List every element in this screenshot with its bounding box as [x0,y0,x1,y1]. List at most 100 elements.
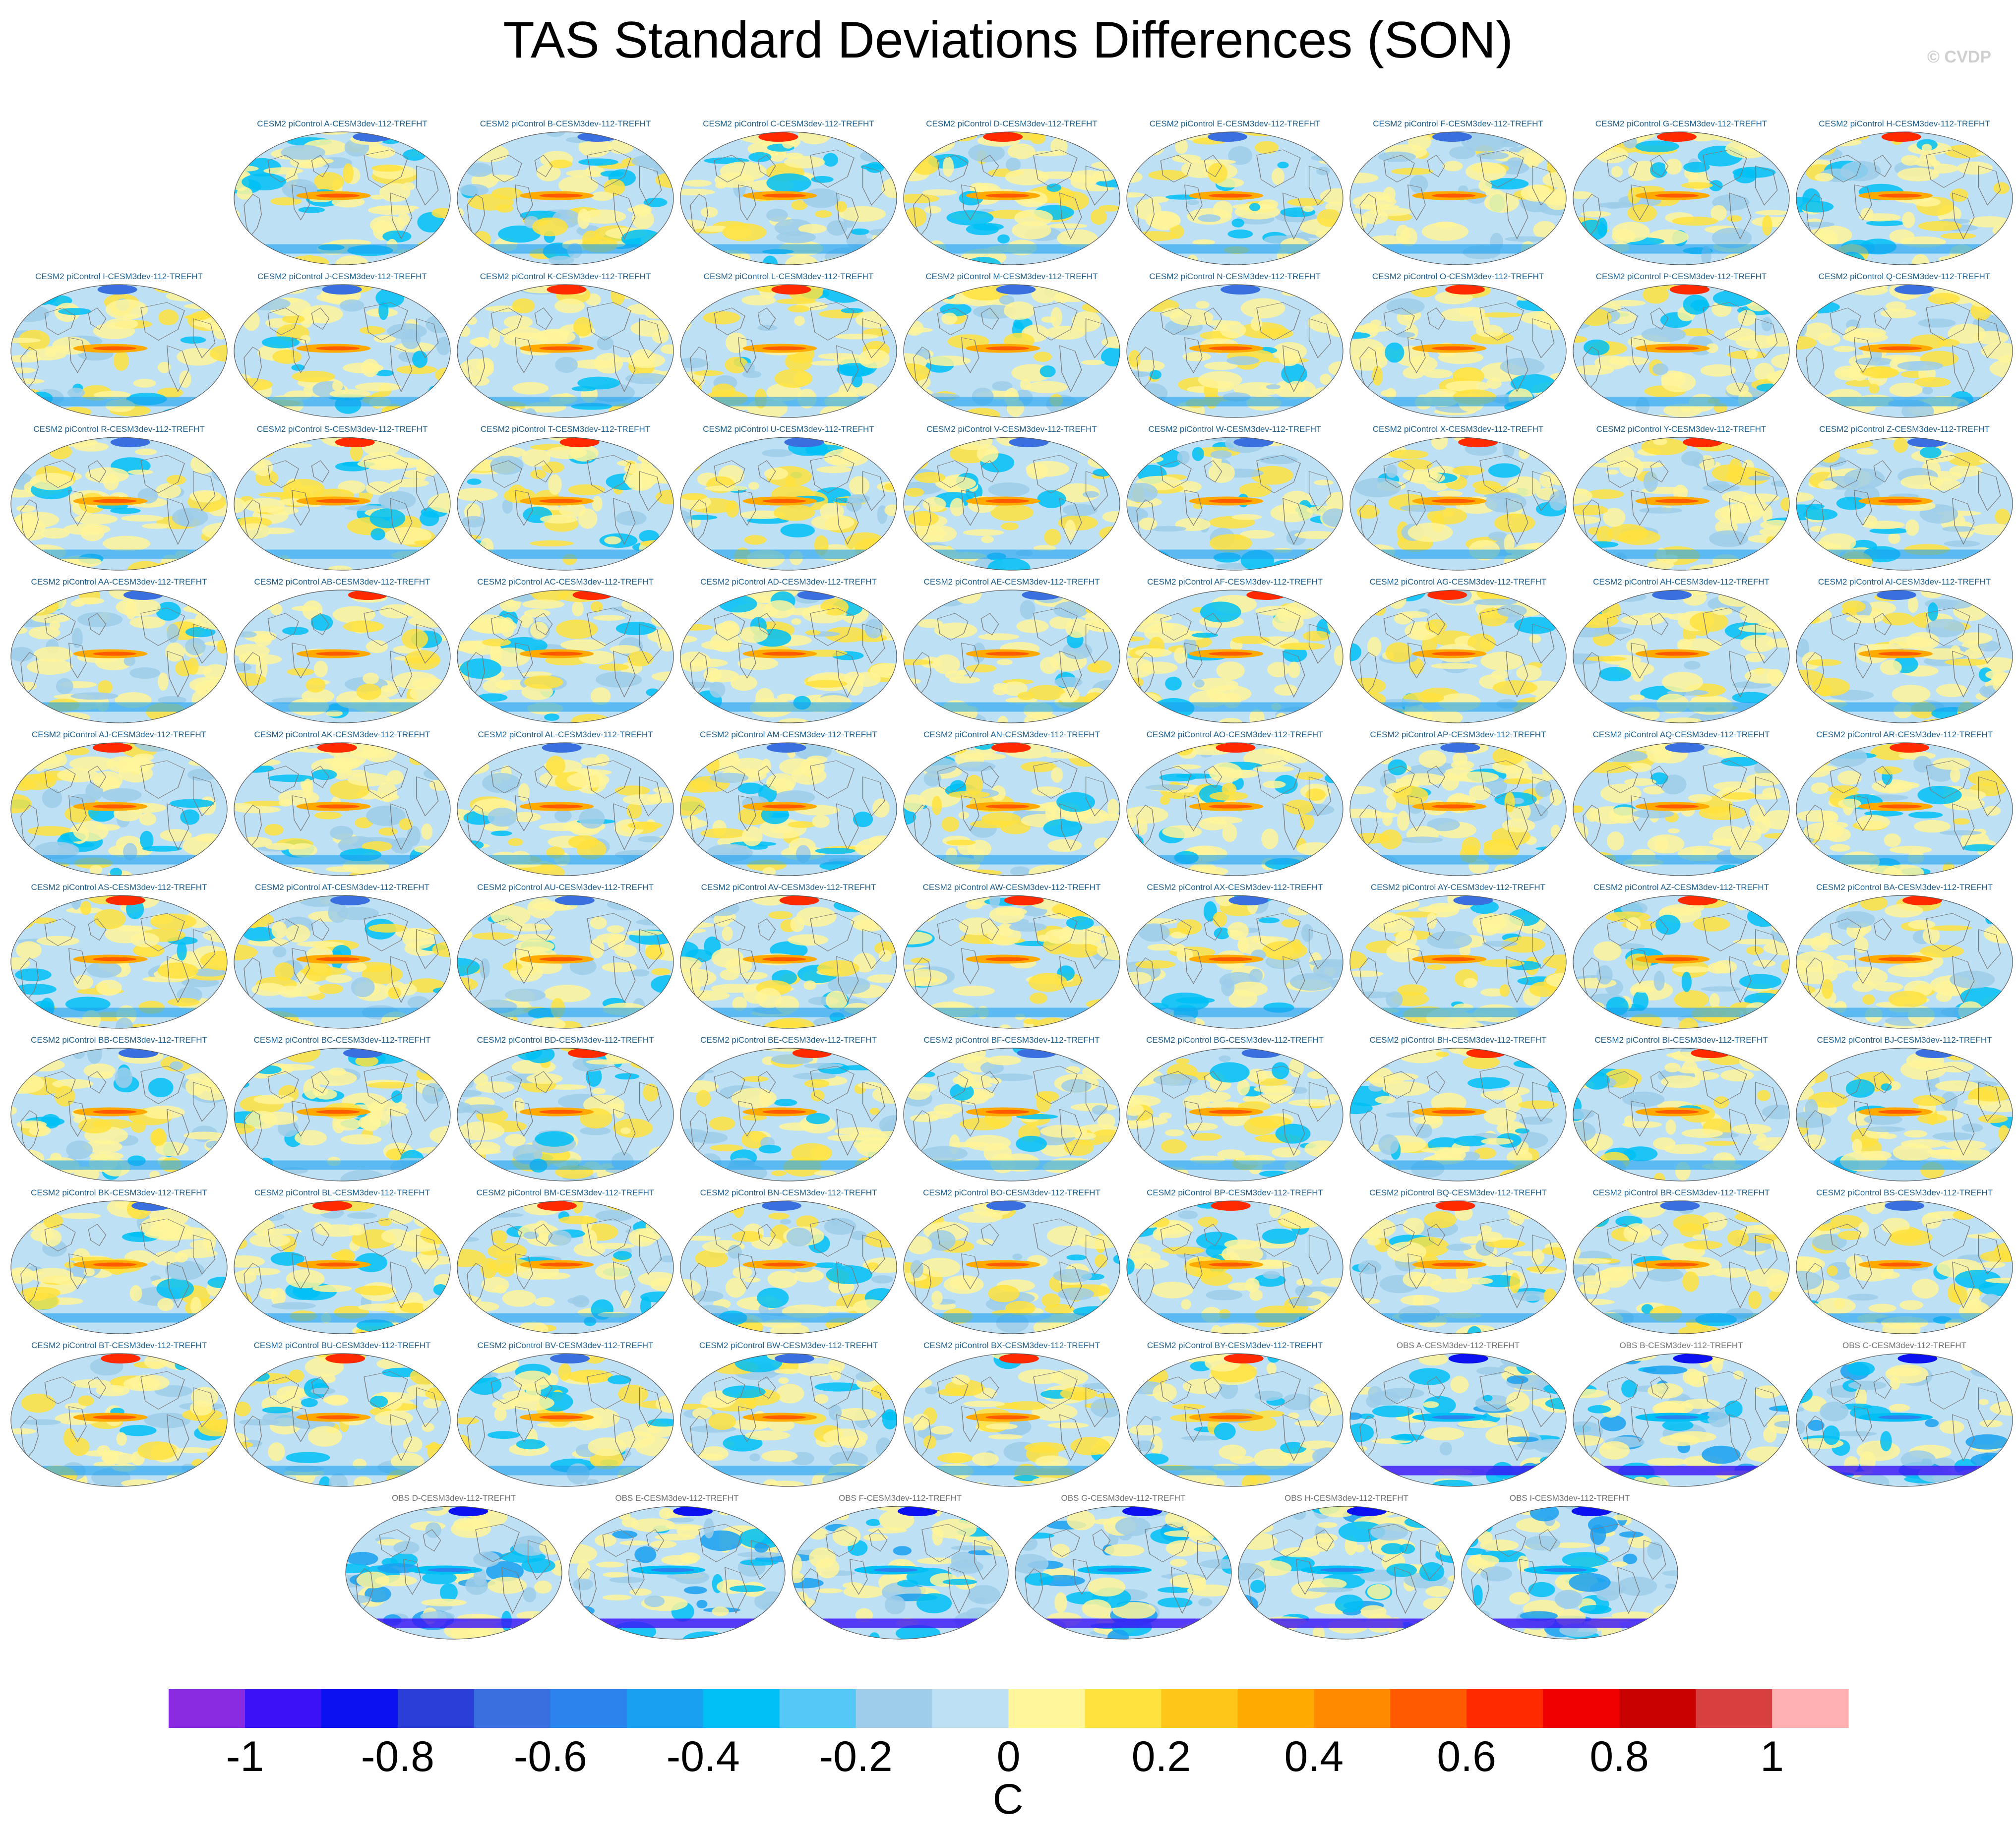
map-image [457,1200,674,1334]
map-panel-title: CESM2 piControl AP-CESM3dev-112-TREFHT [1370,730,1546,739]
map-image [234,437,451,571]
map-image [457,437,674,571]
map-panel-title: OBS H-CESM3dev-112-TREFHT [1284,1493,1408,1503]
map-panel: CESM2 piControl B-CESM3dev-112-TREFHT [454,119,677,269]
map-panel-title: CESM2 piControl AM-CESM3dev-112-TREFHT [700,730,877,739]
map-panel: CESM2 piControl AR-CESM3dev-112-TREFHT [1793,730,2016,880]
map-panel: CESM2 piControl BA-CESM3dev-112-TREFHT [1793,883,2016,1032]
map-image [680,1200,897,1334]
map-panel: CESM2 piControl E-CESM3dev-112-TREFHT [1123,119,1346,269]
map-panel-title: CESM2 piControl BX-CESM3dev-112-TREFHT [923,1341,1100,1350]
map-panel-title: OBS E-CESM3dev-112-TREFHT [615,1493,739,1503]
map-image [903,1200,1120,1334]
map-panel-title: CESM2 piControl BB-CESM3dev-112-TREFHT [31,1035,207,1045]
map-panel-title: CESM2 piControl AS-CESM3dev-112-TREFHT [31,883,207,892]
map-panel: CESM2 piControl BM-CESM3dev-112-TREFHT [454,1188,677,1338]
map-image [1796,895,2013,1029]
map-panel: CESM2 piControl AK-CESM3dev-112-TREFHT [231,730,454,880]
colorbar-swatch [397,1689,475,1728]
map-panel-title: CESM2 piControl AR-CESM3dev-112-TREFHT [1816,730,1993,739]
map-panel: CESM2 piControl AL-CESM3dev-112-TREFHT [454,730,677,880]
map-panel: CESM2 piControl BC-CESM3dev-112-TREFHT [231,1035,454,1185]
map-panel: CESM2 piControl BH-CESM3dev-112-TREFHT [1346,1035,1570,1185]
colorbar-tick-label: 0.4 [1284,1733,1344,1780]
map-image [903,590,1120,723]
map-panel: CESM2 piControl Y-CESM3dev-112-TREFHT [1570,424,1793,574]
map-panel: CESM2 piControl BS-CESM3dev-112-TREFHT [1793,1188,2016,1338]
map-image [457,590,674,723]
map-panel: CESM2 piControl BR-CESM3dev-112-TREFHT [1570,1188,1793,1338]
map-panel-title: OBS C-CESM3dev-112-TREFHT [1842,1341,1966,1350]
map-image [234,284,451,418]
copyright-label: © CVDP [1927,48,1991,66]
map-panel: CESM2 piControl BF-CESM3dev-112-TREFHT [900,1035,1123,1185]
map-panel: CESM2 piControl AD-CESM3dev-112-TREFHT [677,577,900,727]
map-image [1126,590,1344,723]
map-image [457,1353,674,1487]
map-panel: CESM2 piControl U-CESM3dev-112-TREFHT [677,424,900,574]
map-panel-title: CESM2 piControl BC-CESM3dev-112-TREFHT [253,1035,431,1045]
map-image [10,1353,228,1487]
map-image [1349,895,1567,1029]
colorbar-swatch [321,1689,398,1728]
map-panel-title: CESM2 piControl X-CESM3dev-112-TREFHT [1372,424,1544,434]
map-panel-title: CESM2 piControl AK-CESM3dev-112-TREFHT [254,730,430,739]
map-panel-title: CESM2 piControl W-CESM3dev-112-TREFHT [1148,424,1322,434]
map-image [1573,284,1790,418]
map-panel: CESM2 piControl AM-CESM3dev-112-TREFHT [677,730,900,880]
map-panel: CESM2 piControl AV-CESM3dev-112-TREFHT [677,883,900,1032]
map-panel-title: CESM2 piControl BT-CESM3dev-112-TREFHT [31,1341,207,1350]
map-panel-title: CESM2 piControl AD-CESM3dev-112-TREFHT [700,577,877,587]
map-panel: CESM2 piControl L-CESM3dev-112-TREFHT [677,272,900,421]
map-image [1796,590,2013,723]
map-panel: CESM2 piControl R-CESM3dev-112-TREFHT [7,424,231,574]
map-panel-title: CESM2 piControl R-CESM3dev-112-TREFHT [33,424,205,434]
colorbar-tick-label: 0.8 [1589,1733,1649,1780]
map-image [680,895,897,1029]
map-image [1796,131,2013,265]
map-image [903,437,1120,571]
map-image [1573,590,1790,723]
map-panel-title: CESM2 piControl G-CESM3dev-112-TREFHT [1595,119,1768,128]
colorbar-units: C [992,1775,1024,1823]
map-image [680,284,897,418]
map-panel-title: CESM2 piControl I-CESM3dev-112-TREFHT [35,272,203,281]
map-panel: CESM2 piControl BE-CESM3dev-112-TREFHT [677,1035,900,1185]
map-panel-title: CESM2 piControl J-CESM3dev-112-TREFHT [257,272,427,281]
map-panel-title: CESM2 piControl AW-CESM3dev-112-TREFHT [922,883,1101,892]
map-panel-title: CESM2 piControl AB-CESM3dev-112-TREFHT [254,577,430,587]
map-image [903,742,1120,876]
colorbar-tick-label: 0.2 [1132,1733,1191,1780]
map-image [457,131,674,265]
map-image [1126,895,1344,1029]
colorbar-tick-label: -0.4 [667,1733,740,1780]
map-image [10,590,228,723]
map-panel-title: CESM2 piControl AG-CESM3dev-112-TREFHT [1369,577,1547,587]
map-image [1126,131,1344,265]
map-image [1796,742,2013,876]
map-image [10,742,228,876]
map-image [1796,1353,2013,1487]
map-panel-title: CESM2 piControl BU-CESM3dev-112-TREFHT [253,1341,431,1350]
map-panel-title: CESM2 piControl BR-CESM3dev-112-TREFHT [1592,1188,1770,1197]
map-image [10,1048,228,1182]
map-panel: OBS F-CESM3dev-112-TREFHT [789,1493,1012,1643]
map-image [680,131,897,265]
map-panel: CESM2 piControl A-CESM3dev-112-TREFHT [231,119,454,269]
map-panel: CESM2 piControl W-CESM3dev-112-TREFHT [1123,424,1346,574]
map-panel: CESM2 piControl BB-CESM3dev-112-TREFHT [7,1035,231,1185]
map-panel-title: CESM2 piControl AN-CESM3dev-112-TREFHT [923,730,1100,739]
map-panel: CESM2 piControl Z-CESM3dev-112-TREFHT [1793,424,2016,574]
map-panel: CESM2 piControl V-CESM3dev-112-TREFHT [900,424,1123,574]
map-panel: CESM2 piControl T-CESM3dev-112-TREFHT [454,424,677,574]
map-image [345,1506,562,1640]
map-image [680,1048,897,1182]
colorbar-swatch [550,1689,627,1728]
map-panel: CESM2 piControl BJ-CESM3dev-112-TREFHT [1793,1035,2016,1185]
map-image [1126,1353,1344,1487]
map-panel-title: CESM2 piControl BH-CESM3dev-112-TREFHT [1369,1035,1547,1045]
map-panel: CESM2 piControl BO-CESM3dev-112-TREFHT [900,1188,1123,1338]
map-panel-title: OBS B-CESM3dev-112-TREFHT [1619,1341,1743,1350]
map-panel: OBS E-CESM3dev-112-TREFHT [565,1493,789,1643]
colorbar-swatch [1314,1689,1391,1728]
